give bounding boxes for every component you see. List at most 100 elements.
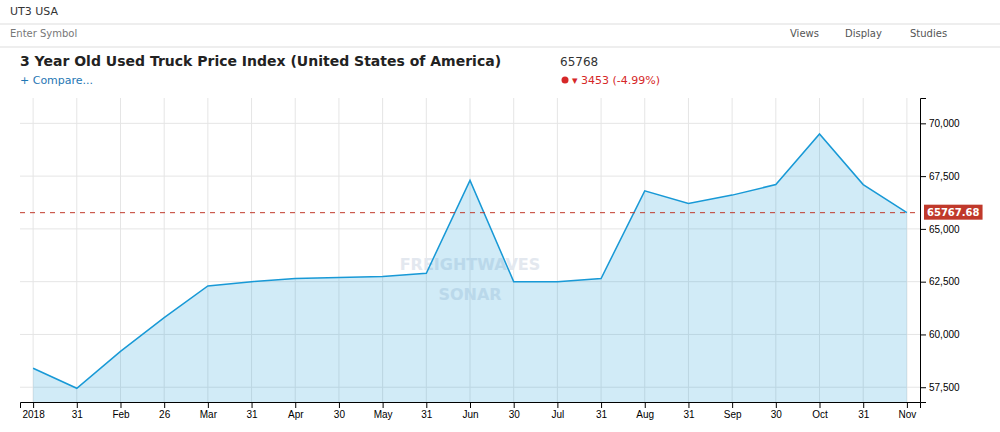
x-tick-mark [820, 402, 821, 408]
x-tick: Jun [462, 402, 478, 420]
x-tick: 30 [334, 402, 346, 420]
toolbar-separator [0, 47, 1000, 48]
y-tick-label: 60,000 [929, 329, 960, 340]
y-axis: 57,500 60,000 62,500 65,000 67,500 70,000 [920, 99, 960, 403]
title: 3 Year Old Used Truck Price Index (Unite… [20, 53, 501, 69]
y-tick-label: 62,500 [929, 276, 960, 287]
x-tick-mark [426, 402, 427, 408]
x-tick-mark [907, 402, 908, 408]
x-tick-label: Apr [288, 409, 304, 420]
compare-link[interactable]: + Compare... [20, 74, 93, 87]
x-tick-mark [645, 402, 646, 408]
x-tick-mark [514, 402, 515, 408]
x-tick-mark [164, 402, 165, 408]
x-tick-mark [776, 402, 777, 408]
x-tick-mark [208, 402, 209, 408]
x-tick: Aug [636, 402, 654, 420]
x-tick-label: 31 [858, 409, 870, 420]
x-tick-mark [557, 402, 558, 408]
x-tick-mark [33, 402, 34, 408]
x-tick: 31 [246, 402, 258, 420]
x-tick-label: 31 [596, 409, 608, 420]
x-tick: Oct [812, 402, 828, 420]
price-label: 65767.68 [924, 205, 983, 220]
x-tick: 2018 [22, 402, 45, 420]
y-tick-label: 70,000 [929, 118, 960, 129]
x-tick: 31 [858, 402, 870, 420]
price-label-text: 65767.68 [927, 207, 980, 218]
x-tick-label: Oct [812, 409, 828, 420]
change-dot [562, 77, 569, 84]
menu-text[interactable]: Studies [910, 28, 947, 39]
y-tick: 60,000 [920, 329, 960, 340]
plot-area [20, 134, 920, 402]
x-axis-line [21, 403, 921, 409]
y-tick-mark [920, 282, 926, 283]
title-change: ▾ 3453 (-4.99%) [572, 74, 660, 87]
y-axis-line [921, 99, 927, 403]
x-tick-mark [863, 402, 864, 408]
x-tick-mark [339, 402, 340, 408]
y-tick: 70,000 [920, 118, 960, 129]
y-tick-mark [920, 123, 926, 124]
x-tick-label: 2018 [22, 409, 45, 420]
x-tick: 31 [421, 402, 433, 420]
x-tick-label: Feb [112, 409, 130, 420]
line [33, 134, 907, 388]
grid-line [33, 98, 34, 402]
x-tick: Sep [724, 402, 742, 420]
x-tick: Apr [288, 402, 304, 420]
tab-text: UT3 USA [10, 5, 59, 18]
x-tick-mark [77, 402, 78, 408]
y-tick: 57,500 [920, 382, 960, 393]
y-tick: 65,000 [920, 224, 960, 235]
x-tick-label: Aug [636, 409, 654, 420]
symbol-input-text[interactable]: Enter Symbol [10, 28, 77, 39]
header: 3 Year Old Used Truck Price Index (Unite… [10, 5, 947, 87]
x-tick-label: Jul [551, 409, 564, 420]
x-tick-mark [688, 402, 689, 408]
x-tick-label: Sep [724, 409, 742, 420]
price-label-box [924, 205, 983, 220]
x-tick-label: 30 [509, 409, 521, 420]
grid-line [76, 98, 77, 402]
x-tick-label: 31 [421, 409, 433, 420]
x-tick-mark [470, 402, 471, 408]
x-tick-label: 31 [246, 409, 258, 420]
x-tick: Feb [112, 402, 130, 420]
menu-text[interactable]: Display [845, 28, 882, 39]
y-tick-mark [920, 229, 926, 230]
y-tick: 62,500 [920, 276, 960, 287]
toolbar-separator [0, 24, 1000, 25]
x-tick-mark [732, 402, 733, 408]
x-tick-label: 31 [683, 409, 695, 420]
y-tick-mark [920, 176, 926, 177]
x-tick-label: 31 [72, 409, 84, 420]
chart: 3 Year Old Used Truck Price Index (Unite… [0, 0, 1000, 432]
x-axis: 2018 31 Feb 26 Mar 31 Apr 30 May 31 Jun 30 Jul 31 Aug 3… [21, 402, 921, 420]
x-tick: 30 [771, 402, 783, 420]
y-tick-mark [920, 334, 926, 335]
x-tick: Jul [551, 402, 564, 420]
x-tick-label: 30 [334, 409, 346, 420]
x-tick: 26 [159, 402, 171, 420]
x-tick-label: 26 [159, 409, 171, 420]
grid-line [20, 123, 920, 124]
x-tick: 31 [683, 402, 695, 420]
x-tick: Mar [200, 402, 218, 420]
y-tick-label: 67,500 [929, 171, 960, 182]
x-tick-label: May [374, 409, 393, 420]
x-tick-label: Nov [898, 409, 916, 420]
x-tick-mark [383, 402, 384, 408]
reference-line [20, 212, 920, 213]
x-tick-mark [601, 402, 602, 408]
x-tick-mark [295, 402, 296, 408]
x-tick: 31 [596, 402, 608, 420]
x-tick-label: Mar [200, 409, 218, 420]
x-tick-label: Jun [462, 409, 478, 420]
x-tick: May [374, 402, 393, 420]
area [33, 134, 907, 402]
x-tick: 30 [509, 402, 521, 420]
menu-text[interactable]: Views [790, 28, 819, 39]
x-tick: Nov [898, 402, 916, 420]
